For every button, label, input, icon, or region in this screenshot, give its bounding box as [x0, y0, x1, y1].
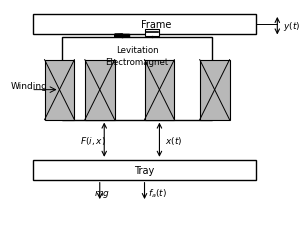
Bar — [145, 60, 174, 120]
Text: $F(i,x)$: $F(i,x)$ — [80, 134, 106, 146]
Text: Winding: Winding — [10, 81, 47, 90]
Text: Levitation
Electromagnet: Levitation Electromagnet — [105, 46, 169, 67]
Text: $f_a(t)$: $f_a(t)$ — [147, 187, 167, 200]
Text: Tray: Tray — [134, 165, 155, 175]
Text: $y(t)$: $y(t)$ — [283, 20, 301, 33]
Bar — [145, 30, 159, 37]
Bar — [33, 15, 256, 35]
Bar — [200, 60, 230, 120]
Bar — [45, 60, 74, 120]
Bar — [62, 38, 212, 120]
Bar — [33, 160, 256, 180]
Bar — [85, 60, 115, 120]
Text: $mg$: $mg$ — [94, 188, 110, 199]
Text: Frame: Frame — [141, 20, 171, 30]
Text: $x(t)$: $x(t)$ — [165, 134, 183, 146]
